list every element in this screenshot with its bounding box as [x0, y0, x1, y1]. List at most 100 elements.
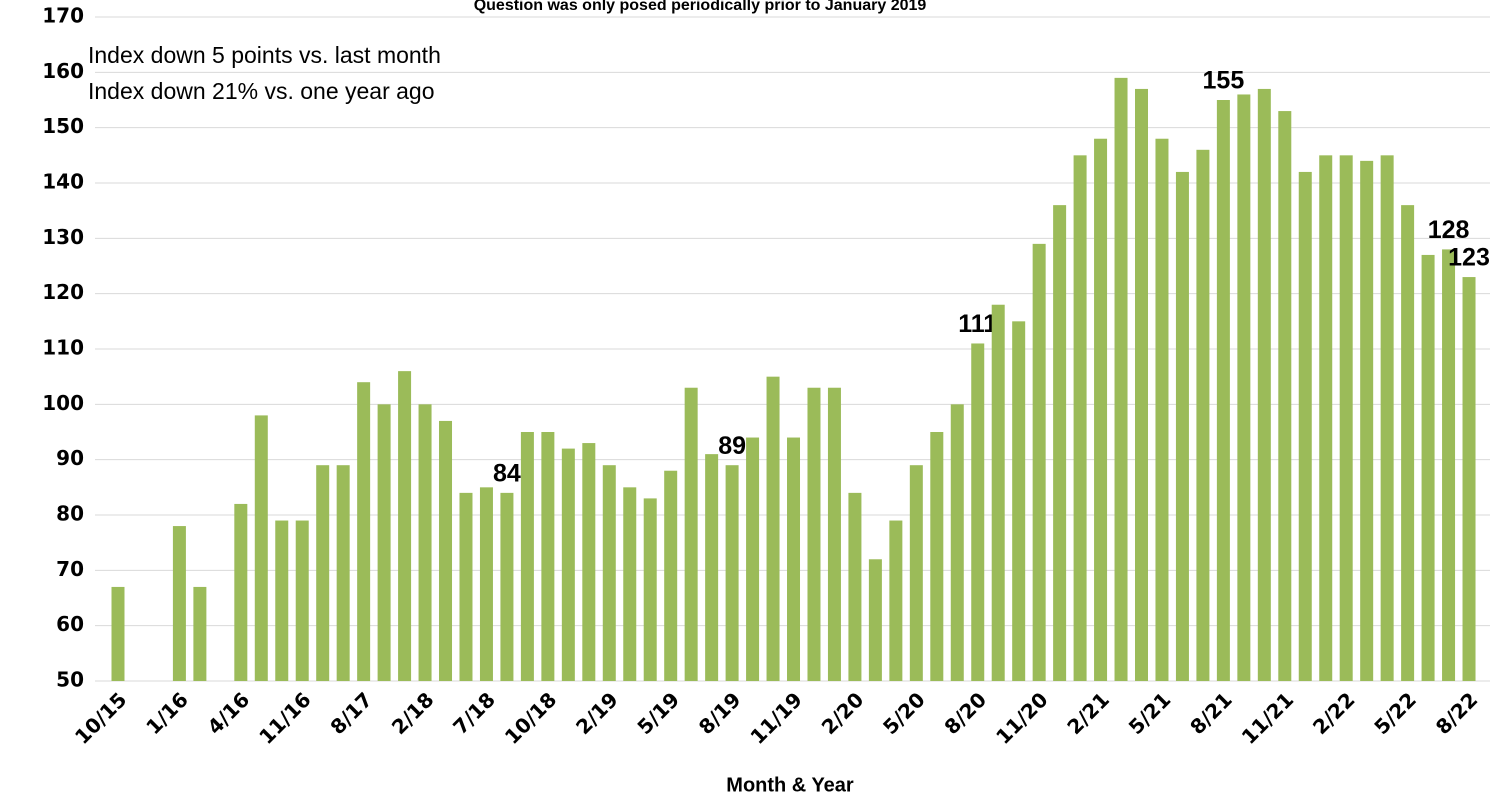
bar — [1319, 155, 1333, 682]
x-tick-label: 2/21 — [1062, 687, 1114, 739]
x-tick-label: 2/22 — [1308, 687, 1360, 739]
x-tick-label: 7/18 — [448, 687, 500, 739]
bar — [643, 498, 657, 681]
data-label: 89 — [718, 432, 746, 460]
bar — [1216, 100, 1230, 681]
bar — [582, 443, 596, 681]
x-tick-label: 8/17 — [325, 687, 377, 739]
x-tick-label: 11/21 — [1237, 687, 1298, 748]
bar — [275, 520, 289, 681]
bar — [1053, 205, 1067, 681]
bar — [623, 487, 637, 681]
bar — [418, 404, 432, 681]
bar — [971, 343, 985, 681]
bar — [787, 437, 801, 681]
bar — [541, 432, 555, 681]
data-label: 128 — [1428, 216, 1470, 244]
x-tick-label: 5/19 — [632, 687, 684, 739]
annotation: Index down 5 points vs. last month — [88, 42, 441, 68]
bar — [234, 503, 248, 681]
bar — [1360, 160, 1374, 681]
bar — [1401, 205, 1415, 681]
bar — [1135, 88, 1148, 681]
bar — [336, 465, 350, 681]
bar — [439, 420, 453, 681]
bar — [1155, 138, 1169, 681]
x-tick-label: 10/15 — [70, 687, 131, 748]
bar — [725, 465, 739, 681]
bar — [1175, 171, 1189, 681]
bar — [1462, 277, 1476, 681]
bar — [520, 432, 534, 681]
bar — [479, 487, 493, 681]
bar — [111, 586, 125, 681]
bar — [950, 404, 964, 681]
bar — [1237, 94, 1251, 681]
y-tick-label: 140 — [42, 170, 84, 194]
bar — [684, 387, 698, 681]
bar — [1442, 249, 1456, 681]
bar — [746, 437, 760, 681]
bar — [1196, 149, 1210, 682]
bar — [991, 304, 1005, 681]
bar — [909, 465, 923, 681]
y-tick-label: 60 — [56, 612, 84, 636]
x-tick-label: 1/16 — [141, 687, 193, 739]
bar — [664, 470, 678, 681]
bar — [705, 454, 719, 681]
x-tick-label: 8/22 — [1431, 687, 1483, 739]
bar — [561, 448, 575, 681]
y-tick-label: 120 — [42, 280, 84, 304]
bar — [1012, 321, 1026, 681]
x-tick-label: 2/19 — [571, 687, 623, 739]
x-tick-label: 11/19 — [745, 687, 806, 748]
bar — [827, 387, 841, 681]
x-tick-label: 11/20 — [991, 687, 1052, 748]
chart-title: Question was only posed periodically pri… — [474, 0, 927, 14]
bar — [398, 371, 412, 681]
x-tick-label: 10/18 — [500, 687, 561, 748]
bar — [377, 404, 391, 681]
x-tick-label: 8/19 — [694, 687, 746, 739]
data-label: 155 — [1203, 67, 1245, 95]
x-tick-label: 2/18 — [387, 687, 439, 739]
bar — [1298, 171, 1312, 681]
bar — [459, 492, 473, 681]
x-tick-label: 8/21 — [1185, 687, 1237, 739]
bar — [807, 387, 821, 681]
bar — [868, 559, 882, 681]
y-tick-label: 110 — [42, 336, 84, 360]
x-tick-label: 5/20 — [878, 687, 930, 739]
bar — [889, 520, 903, 681]
x-tick-label: 11/16 — [254, 687, 315, 748]
bar — [1073, 155, 1087, 682]
bar — [1114, 77, 1128, 681]
bar — [295, 520, 309, 681]
data-label: 111 — [958, 310, 997, 338]
x-tick-label: 5/21 — [1124, 687, 1176, 739]
x-tick-label: 8/20 — [940, 687, 992, 739]
y-tick-label: 160 — [42, 59, 84, 83]
bar — [357, 382, 371, 681]
x-tick-label: 4/16 — [203, 687, 255, 739]
bar — [1421, 254, 1435, 681]
y-tick-label: 70 — [56, 557, 84, 581]
bar — [1032, 243, 1046, 681]
y-tick-label: 90 — [56, 446, 84, 470]
bar — [193, 586, 207, 681]
bar — [316, 465, 330, 681]
bar — [1339, 155, 1353, 682]
x-tick-label: 2/20 — [817, 687, 869, 739]
bar — [1278, 111, 1292, 682]
y-tick-label: 150 — [42, 114, 84, 138]
bar — [1094, 138, 1108, 681]
bar — [254, 415, 268, 681]
bar — [766, 376, 780, 681]
y-tick-label: 100 — [42, 391, 84, 415]
data-label: 84 — [493, 459, 521, 487]
bar — [500, 492, 514, 681]
y-tick-label: 50 — [56, 668, 84, 692]
bar — [1380, 155, 1394, 682]
y-tick-label: 170 — [42, 4, 84, 28]
